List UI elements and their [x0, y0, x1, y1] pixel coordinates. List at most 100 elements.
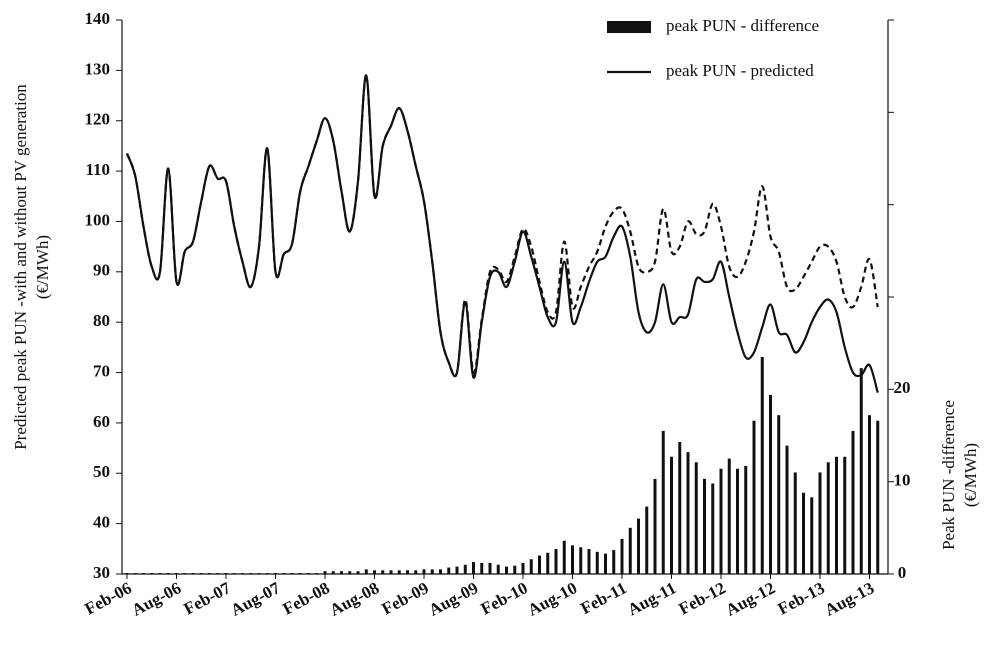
y2-tick-label: 0 [898, 563, 907, 582]
y-tick-label: 120 [85, 110, 111, 129]
bar [802, 492, 805, 574]
bar [513, 565, 517, 574]
bar [290, 573, 294, 574]
x-tick-label: Aug-06 [129, 578, 185, 620]
x-tick-label: Feb-10 [478, 578, 531, 618]
y2-tick-label: 10 [894, 471, 911, 490]
bar [257, 573, 261, 574]
bar [546, 552, 550, 574]
bar [455, 566, 459, 574]
x-tick-label: Aug-08 [327, 578, 383, 620]
bar [851, 430, 855, 574]
bar [818, 472, 822, 574]
bar [422, 569, 426, 574]
x-tick-label: Feb-09 [379, 578, 432, 618]
legend-swatch [607, 21, 651, 33]
line [125, 74, 879, 378]
bar [554, 549, 558, 574]
legend-label: peak PUN - predicted [666, 61, 814, 80]
bar [282, 573, 286, 574]
bar [389, 570, 393, 574]
bar [348, 571, 352, 574]
bar [760, 357, 764, 574]
bar [785, 445, 789, 574]
bar [587, 549, 591, 574]
x-tick-label: Feb-12 [676, 578, 729, 618]
bar [703, 478, 706, 574]
bar [620, 538, 624, 574]
bar [505, 566, 508, 574]
bar [158, 573, 162, 574]
bar [232, 573, 236, 574]
bar [777, 415, 781, 574]
bar [249, 573, 253, 574]
bar [686, 452, 690, 574]
bar [397, 570, 401, 574]
bar [727, 458, 731, 574]
legend-label: peak PUN - difference [666, 16, 819, 35]
bar [529, 559, 533, 574]
bar [480, 562, 484, 574]
bar [175, 573, 178, 574]
y-tick-label: 130 [85, 59, 111, 78]
bar [538, 555, 541, 574]
bar [216, 573, 220, 574]
y-tick-label: 100 [85, 210, 111, 229]
bar [447, 567, 451, 574]
x-tick-label: Aug-12 [723, 578, 779, 620]
bar [439, 569, 442, 574]
y-axis-title: Predicted peak PUN -with and without PV … [11, 84, 30, 450]
bar [496, 564, 500, 574]
x-tick-label: Aug-11 [624, 578, 679, 619]
y-axis-title: (€/MWh) [33, 235, 52, 299]
y2-axis-title: Peak PUN -difference [939, 400, 958, 550]
bar [645, 506, 649, 574]
bar [414, 570, 418, 574]
bar [199, 573, 203, 574]
y-tick-label: 110 [85, 160, 110, 179]
bar [595, 551, 599, 574]
bar [694, 462, 698, 574]
x-tick-label: Feb-08 [280, 578, 333, 618]
bar [744, 465, 748, 574]
bar [125, 573, 129, 574]
bar [678, 441, 682, 574]
bar [876, 420, 880, 574]
line [125, 74, 879, 394]
bar [711, 483, 715, 574]
bar [142, 573, 145, 574]
bar [653, 478, 657, 574]
bar [628, 527, 632, 574]
bar [430, 569, 434, 574]
bar [208, 573, 211, 574]
bar [661, 430, 665, 574]
bar [356, 571, 360, 574]
bar [315, 573, 319, 574]
bar [463, 564, 467, 574]
bar [868, 415, 871, 574]
x-tick-label: Aug-09 [426, 578, 482, 620]
bar [571, 545, 574, 574]
x-tick-label: Aug-13 [822, 578, 878, 620]
bar [859, 368, 863, 574]
bar [274, 573, 277, 574]
bar [331, 571, 335, 574]
bar [183, 573, 187, 574]
bar [166, 573, 170, 574]
bar [307, 573, 310, 574]
bar [843, 456, 847, 574]
bar [835, 456, 838, 574]
bar [191, 573, 195, 574]
x-tick-label: Aug-10 [525, 578, 581, 620]
bar [381, 570, 385, 574]
bar [472, 561, 475, 574]
y-tick-label: 70 [93, 361, 110, 380]
bar [719, 468, 723, 574]
bar [579, 547, 583, 574]
bar [826, 462, 830, 574]
bar [612, 549, 616, 574]
bar [604, 553, 607, 574]
bar [752, 420, 756, 574]
x-tick-label: Feb-11 [577, 578, 629, 618]
y-tick-label: 60 [93, 412, 110, 431]
